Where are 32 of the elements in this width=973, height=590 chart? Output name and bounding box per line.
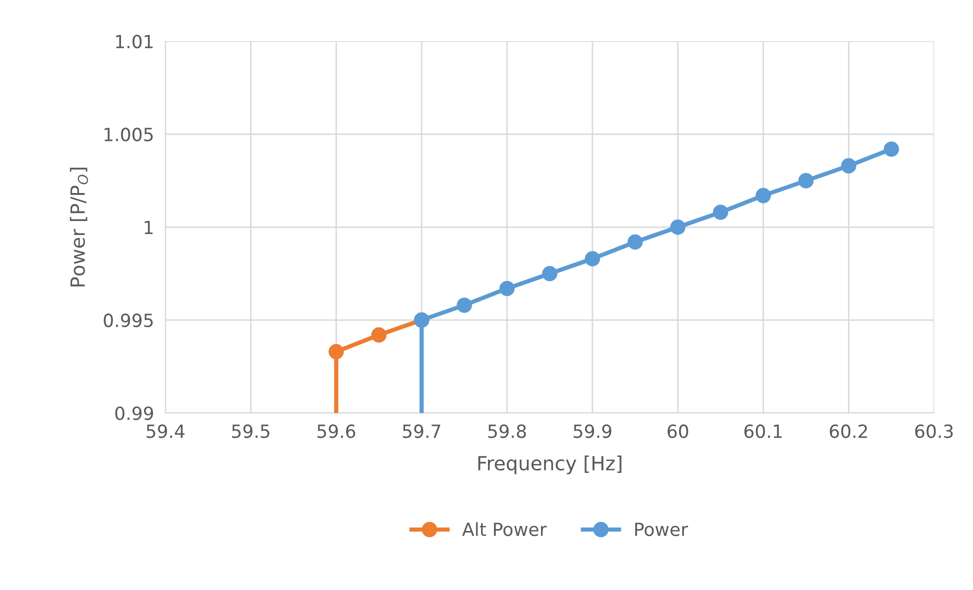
legend-label: Power <box>635 522 688 536</box>
point <box>328 344 344 360</box>
x-tick-label: 59.6 <box>318 424 356 438</box>
legend-label: Alt Power <box>462 522 547 536</box>
point <box>670 220 686 235</box>
point <box>841 158 856 174</box>
y-axis-title: Power [P/P$_{O}$] <box>70 168 88 286</box>
x-tick-label: 59.4 <box>146 424 184 438</box>
x-tick-label: 60 <box>668 424 688 438</box>
y-tick-label: 1.01 <box>116 34 153 48</box>
point <box>628 234 643 250</box>
x-tick-label: 59.7 <box>402 424 440 438</box>
y-tick-label: 0.995 <box>104 314 153 328</box>
x-tick-label: 60.3 <box>915 424 953 438</box>
point <box>712 204 728 220</box>
point <box>542 266 558 282</box>
x-tick-label: 60.2 <box>830 424 867 438</box>
x-tick-label: 59.8 <box>488 424 526 438</box>
point <box>499 280 515 296</box>
point <box>756 188 771 204</box>
y-tick-label: 1 <box>144 220 153 234</box>
x-tick-label: 59.9 <box>574 424 612 438</box>
point <box>884 141 900 157</box>
point <box>371 327 387 343</box>
y-tick-label: 1.005 <box>104 128 153 142</box>
point <box>456 298 472 313</box>
point <box>798 173 814 188</box>
x-tick-label: 59.5 <box>232 424 270 438</box>
x-tick-label: 60.1 <box>744 424 782 438</box>
x-axis-title: Frequency [Hz] <box>478 455 622 474</box>
y-tick-label: 0.99 <box>115 406 154 420</box>
point <box>584 251 600 266</box>
